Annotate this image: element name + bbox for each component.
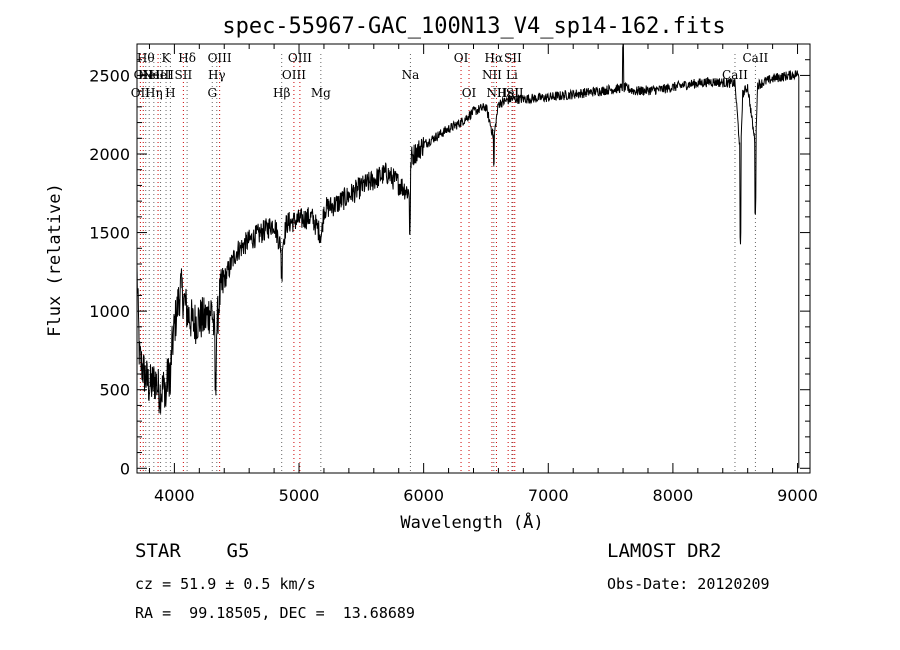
- obs-date: Obs-Date: 20120209: [607, 575, 770, 593]
- line-label-23: NII: [486, 86, 506, 100]
- line-label-6: HeI: [149, 68, 172, 82]
- line-label-5: NeIII: [142, 68, 174, 82]
- chart-title: spec-55967-GAC_100N13_V4_sp14-162.fits: [222, 14, 725, 39]
- y-tick-label-1000: 1000: [89, 302, 130, 321]
- class-label: STAR: [135, 540, 181, 562]
- line-label-29: CaII: [742, 51, 768, 65]
- coordinates: RA = 99.18505, DEC = 13.68689: [135, 604, 415, 622]
- y-axis-ticks: 0 500 1000 1500 2000 2500: [89, 59, 810, 478]
- y-tick-label-500: 500: [99, 381, 130, 400]
- spectrum-series: [136, 44, 800, 469]
- y-tick-label-2500: 2500: [89, 66, 130, 85]
- line-labels: OIIOIIHθHeIHηNeIIIHeIKHSIIHδGHγOIIIHβOII…: [131, 51, 769, 100]
- line-label-15: OIII: [282, 68, 306, 82]
- line-label-17: Mg: [311, 86, 331, 100]
- line-label-12: Hγ: [208, 68, 226, 82]
- line-label-0: OII: [131, 86, 151, 100]
- x-tick-label-7000: 7000: [528, 486, 569, 505]
- line-label-19: OI: [454, 51, 469, 65]
- line-label-20: OI: [462, 86, 477, 100]
- x-tick-label-8000: 8000: [653, 486, 694, 505]
- line-label-9: SII: [175, 68, 193, 82]
- line-label-14: Hβ: [273, 86, 290, 100]
- x-tick-label-4000: 4000: [154, 486, 195, 505]
- line-label-22: Hα: [485, 51, 504, 65]
- line-label-8: H: [165, 86, 175, 100]
- y-tick-label-2000: 2000: [89, 145, 130, 164]
- survey-label: LAMOST DR2: [607, 540, 722, 562]
- line-label-4: Hη: [145, 86, 163, 100]
- line-label-10: Hδ: [178, 51, 196, 65]
- line-label-18: Na: [402, 68, 420, 82]
- line-label-26: SII: [504, 51, 522, 65]
- subclass-label: G5: [226, 540, 250, 562]
- line-label-11: G: [207, 86, 217, 100]
- x-axis-label: Wavelength (Å): [400, 511, 543, 533]
- x-tick-label-9000: 9000: [777, 486, 818, 505]
- line-label-7: K: [162, 51, 172, 65]
- line-label-3: HeI: [138, 68, 161, 82]
- redshift-cz: cz = 51.9 ± 0.5 km/s: [135, 575, 316, 593]
- line-label-25: Li: [506, 68, 518, 82]
- x-tick-label-6000: 6000: [403, 486, 444, 505]
- x-axis-ticks: 4000 5000 6000 7000 8000 9000: [148, 44, 818, 505]
- y-tick-label-0: 0: [120, 459, 130, 478]
- object-class: STAR G5: [135, 540, 249, 562]
- line-label-28: CaII: [722, 68, 748, 82]
- y-axis-label: Flux (relative): [45, 183, 65, 337]
- line-label-13: OIII: [208, 51, 232, 65]
- line-label-2: Hθ: [137, 51, 155, 65]
- line-label-21: NII: [482, 68, 502, 82]
- line-label-16: OIII: [288, 51, 312, 65]
- x-tick-label-5000: 5000: [279, 486, 320, 505]
- y-tick-label-1500: 1500: [89, 224, 130, 243]
